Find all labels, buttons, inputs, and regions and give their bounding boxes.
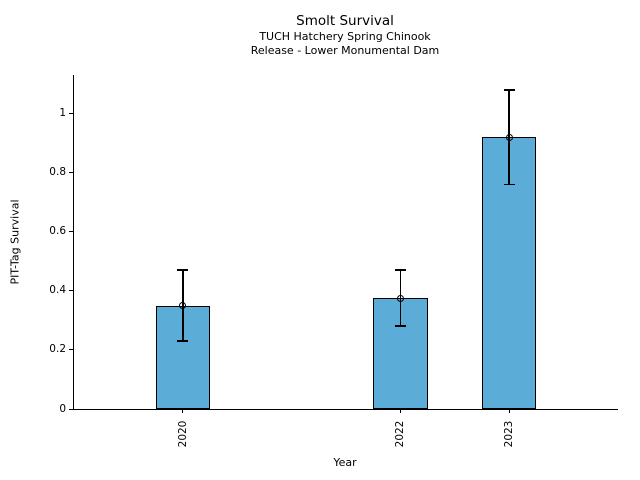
x-tick-label: 2022 bbox=[394, 420, 407, 447]
error-bar-cap-top bbox=[503, 89, 515, 91]
x-tick-mark bbox=[508, 409, 510, 413]
mean-marker-icon bbox=[179, 302, 187, 310]
x-axis-label: Year bbox=[333, 456, 357, 469]
y-tick-mark bbox=[69, 112, 73, 114]
chart-subtitle-line2: Release - Lower Monumental Dam bbox=[250, 43, 440, 57]
y-tick-mark bbox=[69, 408, 73, 410]
error-bar-cap-bottom bbox=[177, 340, 189, 342]
error-bar-cap-bottom bbox=[503, 183, 515, 186]
y-tick-mark bbox=[69, 172, 73, 174]
title-block: Smolt Survival TUCH Hatchery Spring Chin… bbox=[73, 13, 617, 57]
error-bar-cap-top bbox=[177, 269, 189, 271]
y-tick-mark bbox=[69, 349, 73, 351]
chart-title: Smolt Survival bbox=[296, 13, 394, 29]
error-bar-cap-bottom bbox=[394, 325, 406, 327]
x-tick-mark bbox=[182, 409, 184, 413]
plot-area: 0 0.2 0.4 0.6 0.8 1 2020 2022 2023 bbox=[49, 75, 618, 447]
x-tick-label: 2020 bbox=[176, 420, 189, 447]
chart-subtitle-line1: TUCH Hatchery Spring Chinook bbox=[259, 30, 431, 43]
y-tick-label: 0.2 bbox=[49, 343, 66, 356]
y-tick-label: 0.8 bbox=[49, 166, 66, 179]
x-tick-label: 2023 bbox=[503, 420, 516, 447]
error-bar-cap-top bbox=[394, 269, 406, 271]
y-tick-label: 0.6 bbox=[49, 225, 66, 238]
y-tick-label: 1 bbox=[59, 106, 66, 119]
mean-marker-icon bbox=[505, 133, 513, 141]
y-tick-mark bbox=[69, 231, 73, 233]
x-tick-mark bbox=[399, 409, 401, 413]
y-tick-label: 0.4 bbox=[49, 284, 66, 297]
y-axis-label: PIT-Tag Survival bbox=[8, 199, 22, 285]
mean-marker-icon bbox=[396, 294, 404, 302]
y-tick-label: 0 bbox=[59, 402, 66, 415]
y-tick-mark bbox=[69, 290, 73, 292]
